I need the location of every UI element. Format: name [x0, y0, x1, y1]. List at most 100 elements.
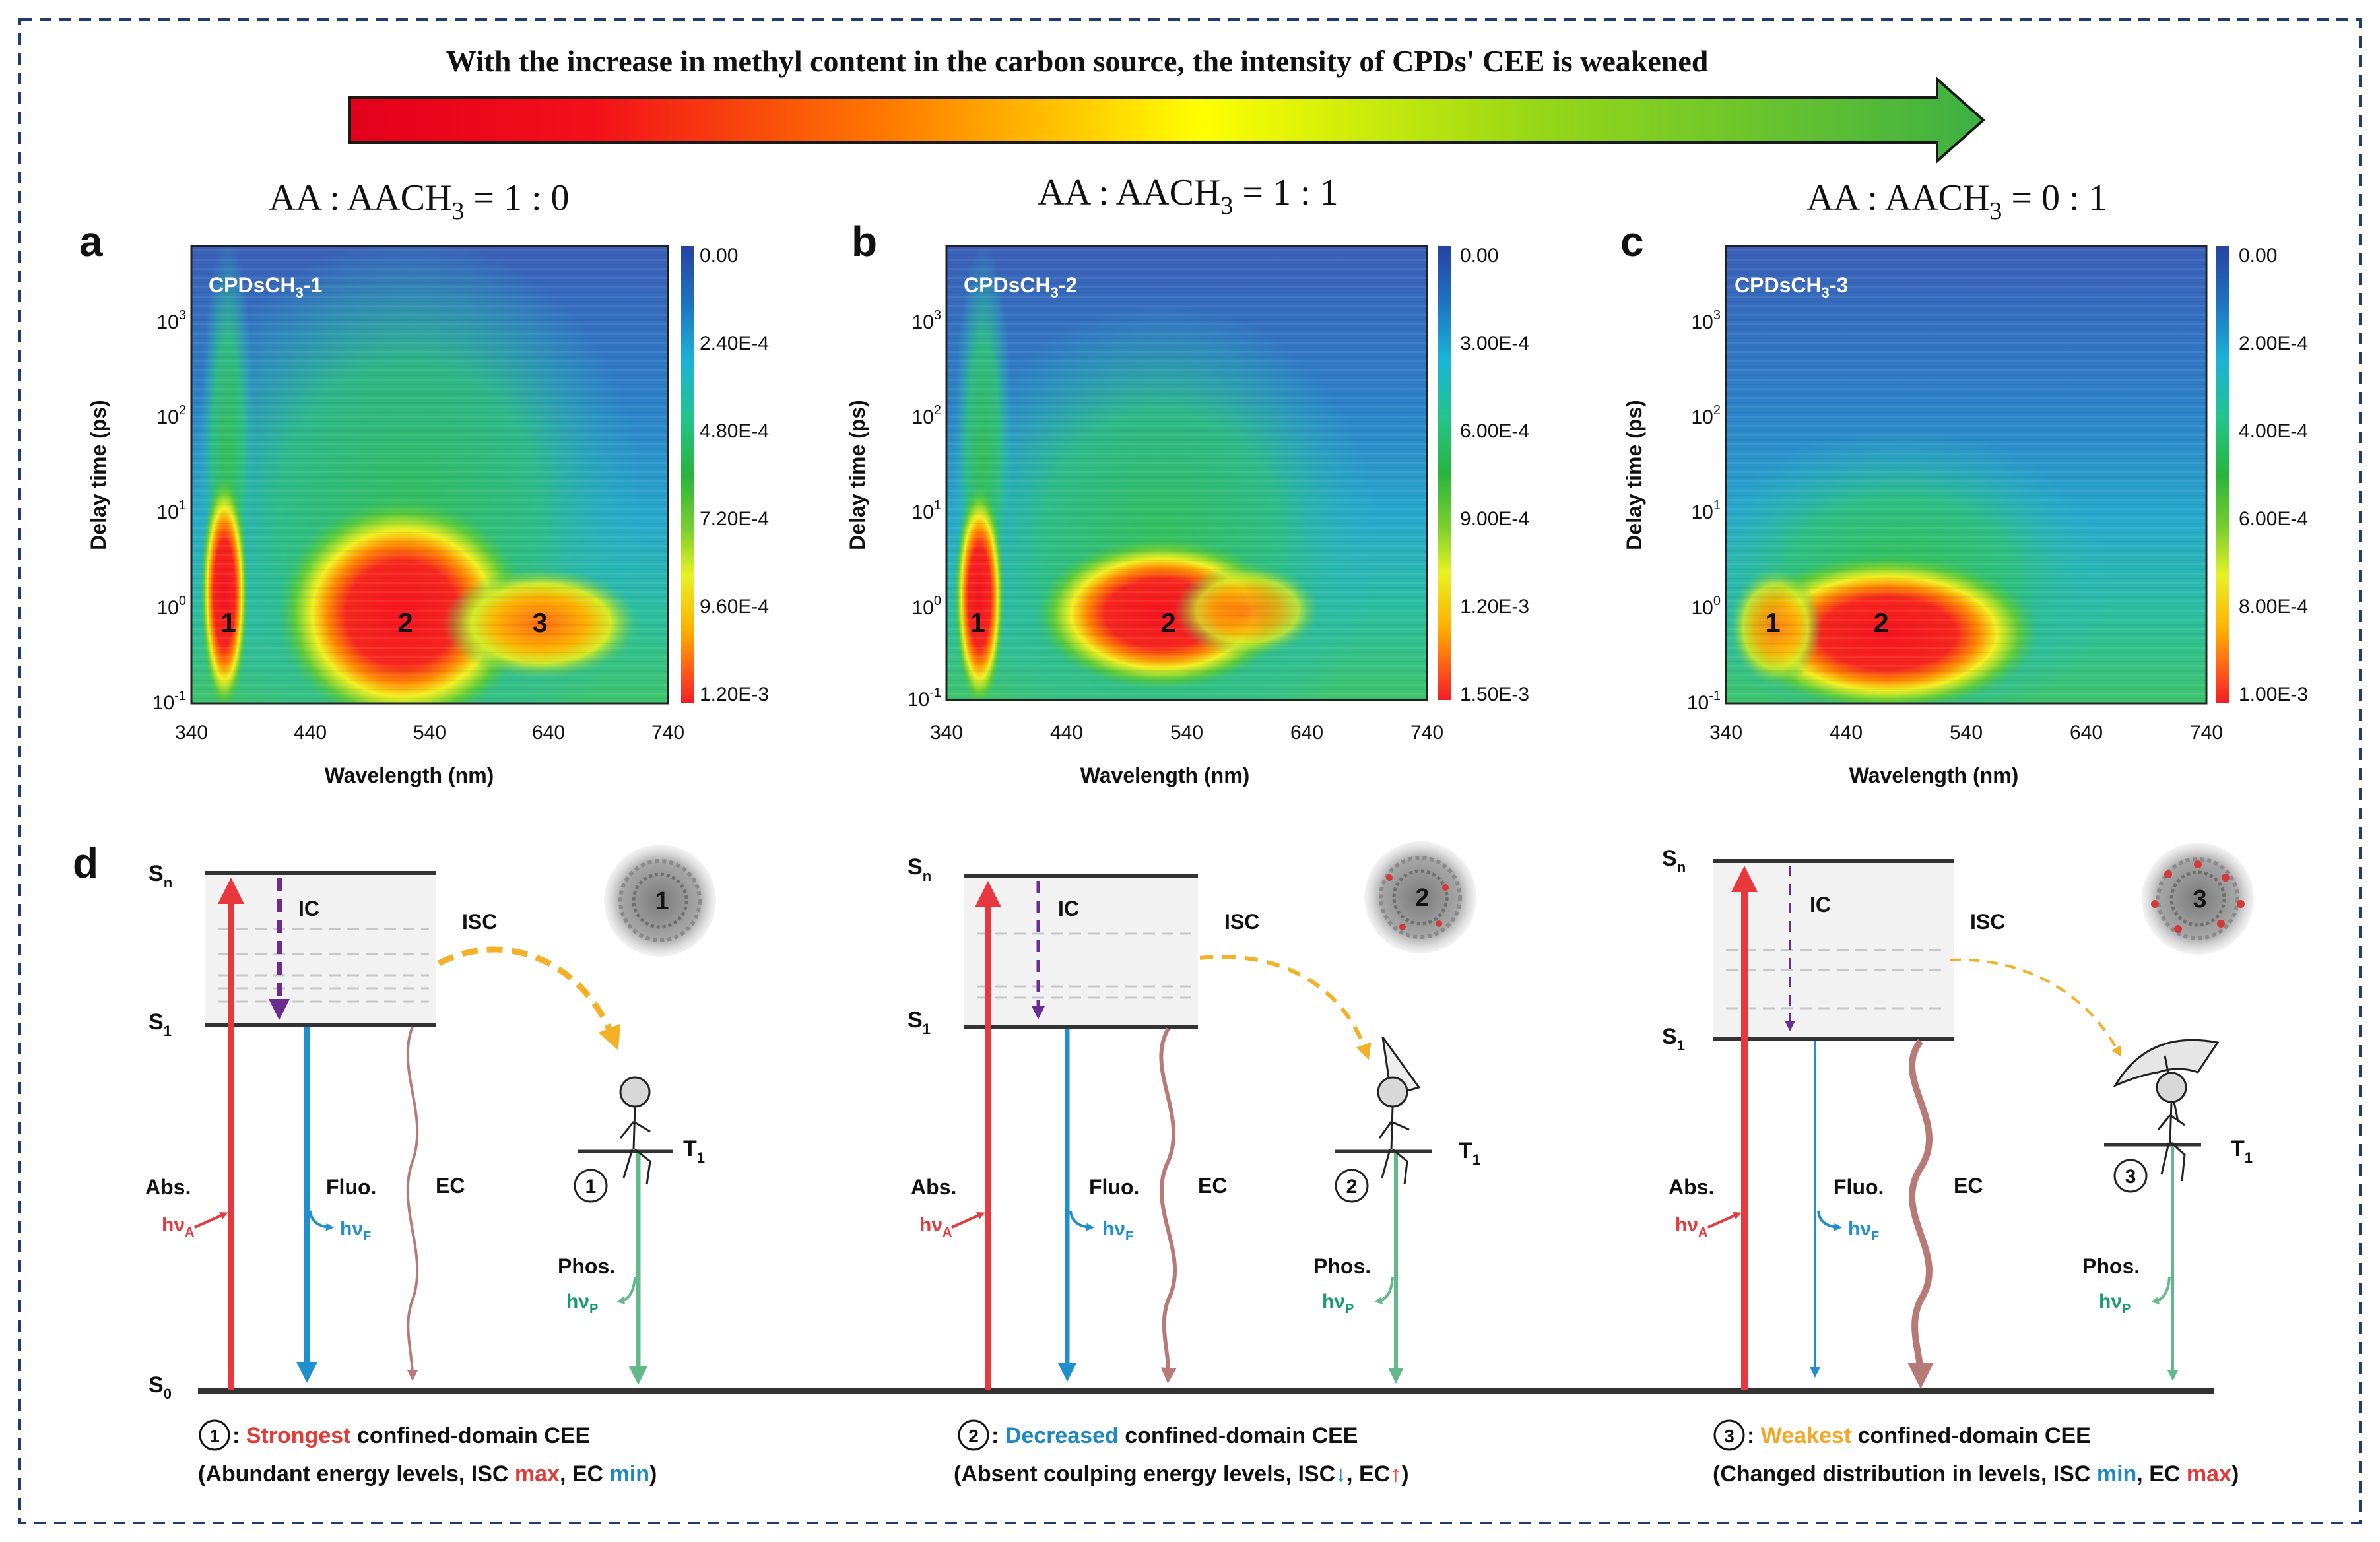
y-tick: 10-1: [152, 689, 186, 714]
phos-label: Phos.: [558, 1254, 615, 1278]
colorbar-tick: 9.60E-4: [700, 596, 769, 618]
abs-label: Abs.: [911, 1175, 956, 1199]
y-tick: 102: [912, 403, 942, 428]
t1-label: T1: [1459, 1138, 1480, 1168]
colorbar: 0.00 2.40E-4 4.80E-4 7.20E-4 9.60E-4 1.2…: [681, 245, 769, 705]
heatmap: [946, 246, 1427, 700]
isc-arrow: [1950, 958, 2121, 1058]
colorbar-tick: 9.00E-4: [1460, 508, 1529, 530]
fluo-label: Fluo.: [1834, 1175, 1884, 1199]
svg-text:2: 2: [1415, 884, 1429, 912]
x-tick: 540: [1950, 722, 1983, 744]
ec-label: EC: [1954, 1174, 1983, 1198]
y-tick: 103: [912, 308, 942, 333]
x-tick: 440: [294, 722, 327, 744]
note-3: 3 : Weakest confined-domain CEE (Changed…: [1713, 1419, 2239, 1487]
note-segment: , EC: [560, 1462, 610, 1487]
colorbar-tick: 1.50E-3: [1460, 684, 1529, 705]
ec-label: EC: [1198, 1174, 1227, 1198]
diagram-1: Sn S1 S0 IC EC ISC Abs. hνA Fluo. hνF T1…: [145, 845, 716, 1402]
t1-label: T1: [2231, 1136, 2253, 1166]
colorbar-tick: 1.00E-3: [2239, 684, 2308, 705]
panel-a: a AA : AACH3 = 1 : 0 CPDsCH3-1 1 2 3 Del…: [79, 177, 769, 787]
panel-letter: b: [851, 218, 877, 265]
colorbar-tick: 8.00E-4: [2239, 596, 2308, 618]
y-axis: Delay time (ps) 103 102 101 100 10-1: [86, 308, 186, 714]
abs-label: Abs.: [145, 1175, 191, 1199]
x-tick: 540: [413, 722, 446, 744]
ic-label: IC: [298, 897, 319, 920]
x-tick: 640: [2070, 722, 2103, 744]
heatmap: [1726, 246, 2206, 703]
ec-label: EC: [436, 1174, 465, 1198]
sn-label: Sn: [149, 861, 172, 891]
region-label: 1: [1765, 607, 1780, 638]
sample-label: CPDsCH3-3: [1735, 273, 1848, 301]
svg-text:2: 2: [1346, 1176, 1358, 1198]
panel-d: d Sn S1 S0 IC EC ISC Abs.: [73, 839, 2254, 1402]
x-axis-label: Wavelength (nm): [1849, 763, 2019, 787]
ec-arrow: [406, 1026, 419, 1381]
heatmap: [191, 246, 668, 703]
y-tick: 103: [157, 308, 187, 333]
y-tick: 100: [1692, 594, 1721, 619]
phos-label: Phos.: [1313, 1254, 1371, 1278]
note-segment: min: [2097, 1462, 2136, 1487]
panel-letter: d: [73, 839, 98, 887]
region-label: 2: [397, 607, 413, 638]
colorbar-tick: 2.00E-4: [2239, 333, 2308, 354]
region-label: 1: [970, 607, 985, 638]
y-axis: Delay time (ps) 103 102 101 100 10-1: [1622, 308, 1721, 714]
y-tick: 102: [1692, 403, 1721, 428]
abs-photon-arrow: [951, 1211, 985, 1229]
sn-label: Sn: [908, 854, 931, 884]
note-1: 1 : Strongest confined-domain CEE (Abund…: [198, 1419, 657, 1487]
x-axis: 340 440 540 640 740 Wavelength (nm): [1709, 722, 2223, 787]
colorbar-tick: 0.00: [1460, 245, 1498, 267]
banner: With the increase in methyl content in t…: [348, 44, 1986, 164]
panel-letter: c: [1620, 218, 1644, 265]
isc-label: ISC: [462, 910, 497, 934]
x-tick: 440: [1050, 722, 1083, 744]
fluo-photon-arrow: [309, 1210, 334, 1231]
hv-f-label: hνF: [1848, 1218, 1879, 1244]
ec-arrow: [1907, 1039, 1934, 1389]
note-segment: max: [515, 1462, 560, 1487]
y-axis-label: Delay time (ps): [86, 400, 110, 550]
circled-number: 1: [574, 1169, 608, 1203]
x-tick: 340: [175, 722, 208, 744]
x-tick: 540: [1170, 722, 1203, 744]
banner-title: With the increase in methyl content in t…: [446, 44, 1709, 78]
colorbar-tick: 3.00E-4: [1460, 333, 1529, 354]
note-segment: (Absent coulping energy levels, ISC: [954, 1462, 1335, 1487]
banner-arrow: [348, 76, 1986, 164]
fluo-photon-arrow: [1817, 1210, 1842, 1231]
ic-label: IC: [1810, 893, 1831, 916]
ratio-title: AA : AACH3 = 0 : 1: [1806, 177, 2107, 225]
x-tick: 340: [1709, 722, 1742, 744]
s1-label: S1: [149, 1010, 172, 1039]
nanoparticle-icon: 3: [2142, 843, 2254, 955]
note-segment: ): [1401, 1462, 1408, 1487]
stick-figure-icon: [1377, 1037, 1421, 1185]
note-segment: min: [610, 1462, 649, 1487]
svg-text:3: 3: [2125, 1166, 2136, 1188]
x-tick: 740: [2190, 722, 2223, 744]
sample-label: CPDsCH3-1: [209, 273, 322, 301]
x-axis-label: Wavelength (nm): [325, 763, 494, 787]
nanoparticle-icon: 2: [1364, 841, 1476, 953]
svg-text:3: 3: [1724, 1426, 1735, 1446]
phos-photon-arrow: [1374, 1276, 1394, 1304]
hv-a-label: hνA: [919, 1214, 952, 1240]
colorbar: 0.00 2.00E-4 4.00E-4 6.00E-4 8.00E-4 1.0…: [2216, 245, 2308, 705]
y-tick: 103: [1692, 308, 1721, 333]
region-label: 2: [1160, 607, 1175, 638]
region-label: 1: [220, 607, 236, 638]
note-segment: , EC: [2136, 1462, 2187, 1487]
y-axis-label: Delay time (ps): [845, 400, 869, 550]
note-detail: (Abundant energy levels, ISC max, EC min…: [198, 1462, 657, 1487]
x-tick: 640: [1290, 722, 1323, 744]
hv-p-label: hνP: [2099, 1291, 2131, 1316]
colorbar-tick: 7.20E-4: [700, 508, 769, 530]
